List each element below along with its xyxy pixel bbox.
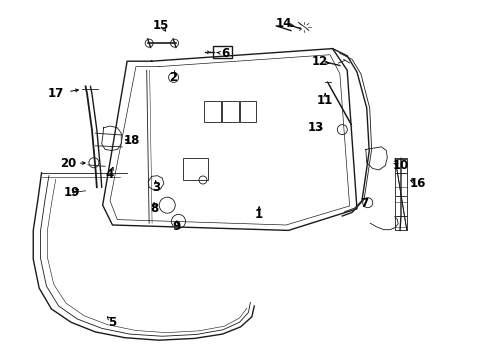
Text: 10: 10 <box>392 159 408 172</box>
Text: 11: 11 <box>316 94 333 107</box>
Text: 17: 17 <box>48 87 64 100</box>
Text: 16: 16 <box>409 177 426 190</box>
Text: 1: 1 <box>255 208 263 221</box>
Bar <box>212 46 232 58</box>
Text: 15: 15 <box>153 19 169 32</box>
Text: 20: 20 <box>60 157 77 170</box>
Text: 9: 9 <box>172 220 180 233</box>
Text: 3: 3 <box>152 181 160 194</box>
Text: 5: 5 <box>108 316 116 329</box>
Text: 8: 8 <box>150 202 158 215</box>
Text: 4: 4 <box>106 168 114 181</box>
Bar <box>239 101 256 122</box>
Bar <box>222 101 238 122</box>
Bar <box>203 101 220 122</box>
Text: 19: 19 <box>64 186 81 199</box>
Bar <box>394 158 406 230</box>
Text: 2: 2 <box>169 71 177 84</box>
Bar <box>183 158 207 180</box>
Text: 6: 6 <box>221 47 228 60</box>
Text: 7: 7 <box>360 197 367 210</box>
Text: 13: 13 <box>306 121 323 134</box>
Text: 18: 18 <box>123 134 140 147</box>
Text: 14: 14 <box>275 17 291 30</box>
Text: 12: 12 <box>311 55 328 68</box>
